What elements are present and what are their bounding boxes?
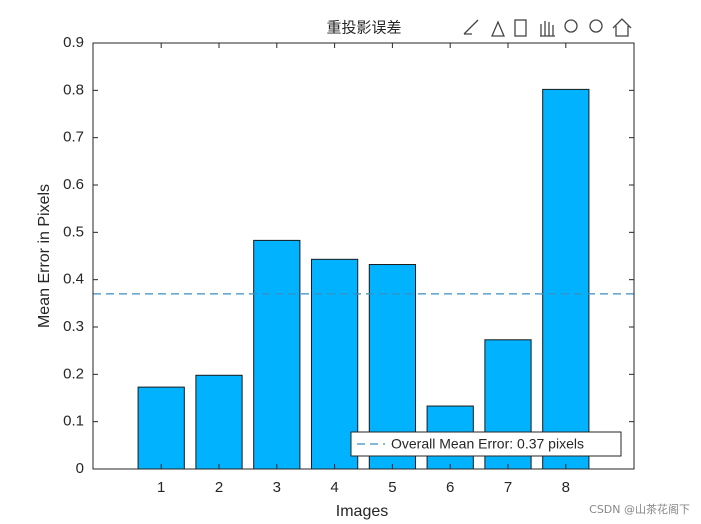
watermark: CSDN @山茶花阁下	[589, 502, 690, 516]
y-tick-label: 0	[76, 460, 84, 477]
x-tick-label: 2	[215, 479, 223, 496]
bar	[137, 386, 185, 470]
y-tick-label: 0.9	[63, 34, 84, 51]
tool-pan[interactable]	[540, 21, 555, 37]
y-tick-label: 0.4	[63, 271, 84, 288]
legend-box	[350, 431, 622, 457]
legend-label: Overall Mean Error: 0.37 pixels	[391, 436, 584, 452]
chart-title: 重投影误差	[326, 19, 401, 37]
x-tick-label: 3	[273, 479, 281, 496]
y-tick-label: 0.5	[63, 223, 84, 240]
x-axis-label: Images	[336, 503, 388, 520]
tool-home[interactable]	[612, 18, 632, 37]
x-tick-label: 8	[562, 479, 570, 496]
x-tick-label: 1	[157, 479, 165, 496]
bar	[253, 239, 301, 470]
y-tick-label: 0.1	[63, 413, 84, 430]
y-tick-label: 0.3	[63, 318, 84, 335]
y-tick-label: 0.7	[63, 129, 84, 146]
x-tick-label: 7	[504, 479, 512, 496]
y-tick-label: 0.2	[63, 365, 84, 382]
bar	[542, 88, 590, 470]
tool-zoom-in[interactable]	[564, 19, 578, 33]
tool-data-tip[interactable]	[491, 20, 505, 37]
axes-box	[92, 42, 635, 470]
x-tick-label: 4	[330, 479, 338, 496]
tool-brush[interactable]	[463, 19, 479, 35]
tool-legend[interactable]	[514, 19, 527, 37]
bar	[195, 374, 243, 470]
tool-zoom-out[interactable]	[589, 19, 603, 33]
x-tick-label: 6	[446, 479, 454, 496]
toolbar[interactable]	[463, 18, 632, 37]
x-tick-label: 5	[388, 479, 396, 496]
y-tick-label: 0.8	[63, 81, 84, 98]
y-tick-label: 0.6	[63, 176, 84, 193]
y-axis-label: Mean Error in Pixels	[36, 184, 53, 328]
